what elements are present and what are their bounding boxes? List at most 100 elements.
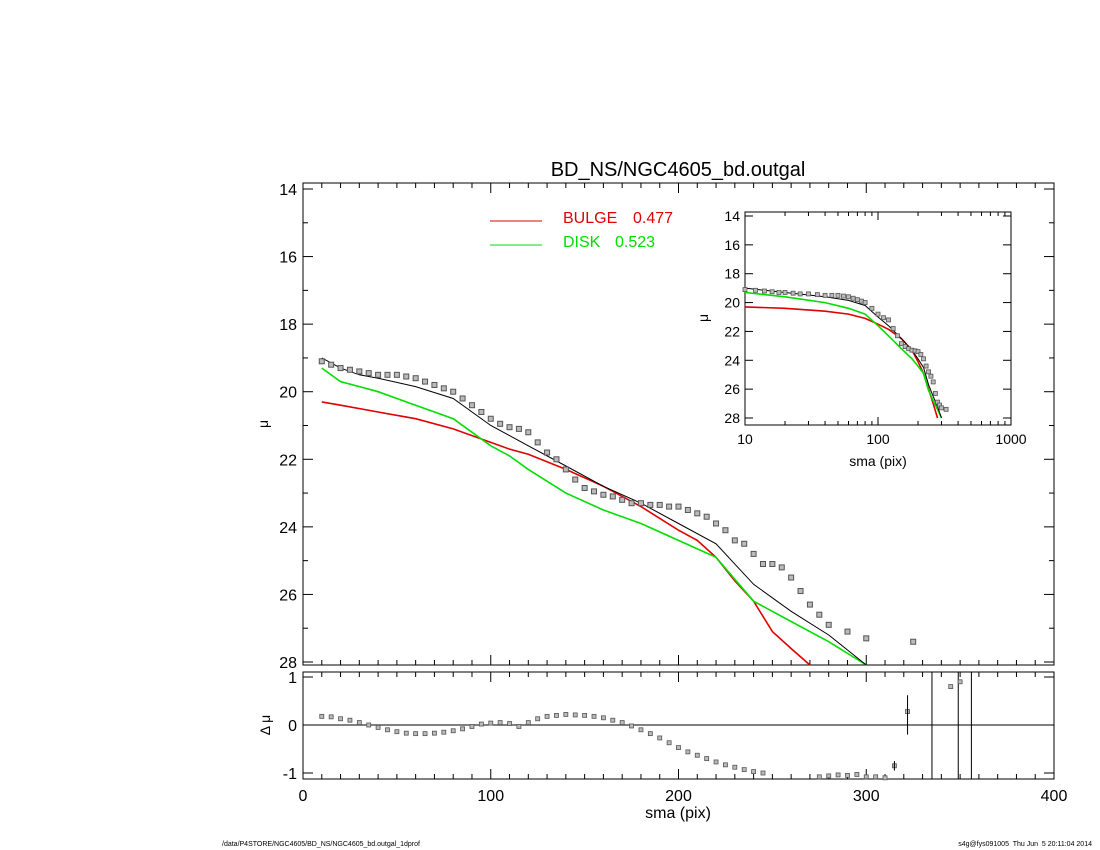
main-data-point (591, 488, 598, 495)
residual-data-point (366, 722, 372, 728)
residual-data-point (582, 713, 588, 718)
inset-y-tick-label: 18 (724, 266, 740, 282)
inset-data-point (895, 333, 900, 339)
inset-data-point (841, 293, 846, 299)
residual-data-point (338, 716, 343, 722)
main-data-point (769, 561, 776, 568)
inset-series (742, 287, 949, 419)
inset-data-point (899, 341, 904, 347)
main-data-point (422, 378, 429, 385)
main-data-point (553, 456, 560, 463)
inset-data-point (762, 288, 767, 294)
residual-x-tick-label: 100 (477, 788, 504, 805)
main-data-point (403, 373, 410, 380)
residual-data-point (432, 730, 437, 736)
main-data-point (534, 439, 541, 446)
main-data-point (506, 424, 513, 431)
main-data-point (675, 503, 682, 510)
inset-data-point (943, 406, 949, 412)
footer-file-path: /data/P4STORE/NGC4605/BD_NS/NGC4605_bd.o… (222, 841, 420, 848)
residual-data-point (685, 749, 691, 755)
inset-data-point (875, 311, 881, 317)
inset-axes: 14 16 18 20 22 24 26 28 10 100 1000 (724, 208, 1026, 447)
main-data-point (375, 371, 382, 378)
inset-data-point (782, 290, 788, 295)
main-data-point (468, 402, 475, 409)
inset-data-point (835, 292, 841, 298)
inset-data-point (797, 291, 803, 297)
inset-data-point (790, 290, 796, 296)
residual-data-point (704, 756, 710, 761)
residual-data-point (816, 774, 822, 780)
main-disk-line (321, 367, 867, 666)
residual-x-tick-label: 400 (1041, 788, 1068, 805)
main-data-point (515, 425, 522, 432)
residual-y-tick-label: -1 (283, 766, 297, 783)
inset-data-point (869, 305, 875, 311)
main-data-point (619, 496, 626, 503)
main-data-point (684, 506, 691, 513)
main-data-point (910, 638, 917, 645)
main-data-point (581, 485, 588, 492)
residual-data-point (826, 773, 832, 779)
residual-data-point (469, 724, 475, 729)
residual-data-point (347, 717, 353, 723)
residual-data-point (854, 772, 860, 777)
main-data-point (647, 501, 654, 508)
residual-data-point (460, 726, 465, 732)
residual-data-point (647, 731, 653, 737)
inset-y-tick-label: 24 (724, 352, 740, 368)
inset-y-tick-label: 14 (724, 208, 740, 224)
main-y-tick-label: 16 (279, 250, 297, 267)
main-axes: 14 16 18 20 22 24 26 28 (279, 182, 1055, 672)
residual-data-point (507, 721, 512, 726)
inset-data-point (822, 292, 828, 298)
residual-x-tick-label: 200 (665, 788, 692, 805)
residual-data-point (601, 715, 606, 721)
inset-x-tick-label: 1000 (995, 431, 1026, 447)
residual-data-point (713, 759, 719, 765)
main-data-point (318, 358, 325, 365)
main-data-point (384, 371, 391, 378)
main-data-point (572, 476, 579, 483)
main-data-point (525, 429, 532, 436)
main-total-line (321, 357, 867, 666)
inset-y-tick-label: 28 (724, 410, 740, 426)
main-data-point (825, 621, 832, 628)
main-data-point (863, 635, 870, 642)
inset-data-point (890, 326, 896, 331)
inset-y-tick-label: 22 (724, 323, 740, 339)
residual-data-point (882, 775, 888, 781)
main-data-point (816, 611, 823, 618)
inset-data-point (769, 289, 775, 295)
residual-y-tick-label: 0 (288, 718, 297, 735)
inset-x-tick-label: 10 (737, 431, 753, 447)
inset-data-point (846, 294, 851, 300)
main-data-point (694, 510, 701, 517)
main-data-point (356, 368, 363, 375)
inset-disk-line (744, 291, 943, 419)
inset-y-axis-label: μ (695, 314, 711, 322)
inset-x-axis-label: sma (pix) (849, 453, 907, 469)
inset-data-point (814, 292, 820, 298)
main-data-point (609, 493, 616, 500)
main-data-point (459, 395, 466, 402)
residual-y-axis-label: Δ μ (257, 715, 273, 736)
residual-data-point (610, 717, 616, 723)
main-data-point (750, 550, 757, 557)
legend-bulge-label: BULGE (563, 210, 617, 227)
inset-data-point (854, 297, 860, 303)
chart-title: BD_NS/NGC4605_bd.outgal (551, 159, 806, 181)
residual-data-point (525, 720, 531, 725)
residual-data-point (873, 774, 879, 780)
residual-y-tick-label: 1 (288, 670, 297, 687)
residual-data-point (638, 727, 644, 733)
residual-data-point (591, 713, 597, 719)
residual-data-point (666, 740, 672, 746)
residual-data-point (375, 725, 381, 730)
inset-data-point (776, 290, 782, 295)
inset-data-point (862, 300, 868, 305)
residual-data-point (535, 716, 541, 722)
residual-data-point (497, 720, 503, 725)
